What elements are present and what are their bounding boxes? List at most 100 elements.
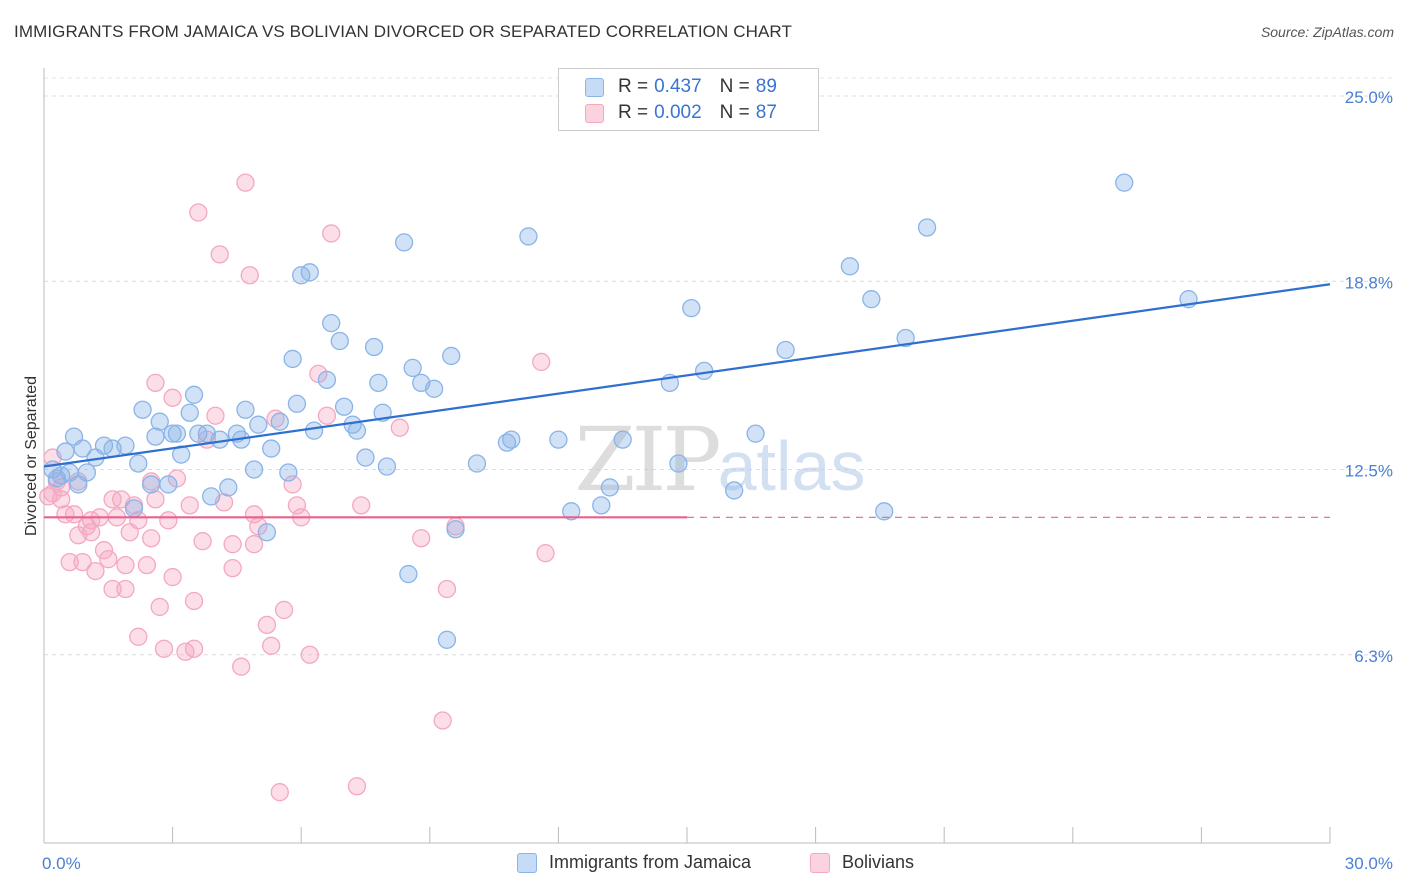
- jamaica-point: [776, 340, 795, 360]
- jamaica-point: [917, 218, 937, 237]
- watermark-zip: ZIP: [575, 408, 720, 511]
- bolivians-point: [240, 266, 259, 285]
- jamaica-point: [159, 475, 178, 494]
- bolivians-point: [244, 505, 264, 524]
- legend-r-value: 0.002: [654, 102, 702, 123]
- jamaica-point: [356, 448, 375, 467]
- legend-r-label: R =: [618, 102, 649, 123]
- source-label: Source: ZipAtlas.com: [1260, 24, 1394, 40]
- jamaica-point: [257, 523, 277, 542]
- bolivians-point: [390, 418, 409, 437]
- jamaica-point: [283, 349, 302, 369]
- jamaica-point: [317, 370, 337, 390]
- jamaica-point: [562, 502, 581, 521]
- jamaica-point: [142, 475, 161, 494]
- jamaica-point: [124, 499, 144, 518]
- y-tick-label: 18.8%: [1345, 273, 1393, 292]
- bolivians-point: [244, 535, 264, 554]
- jamaica-point: [244, 460, 264, 479]
- jamaica-point: [549, 430, 568, 449]
- bolivians-point: [223, 535, 242, 554]
- bolivians-point: [536, 544, 555, 563]
- jamaica-point: [600, 478, 619, 497]
- bolivians-point: [232, 657, 251, 676]
- jamaica-point: [364, 337, 384, 357]
- jamaica-point: [424, 379, 444, 398]
- jamaica-trend-line: [43, 283, 1331, 468]
- bolivians-point: [116, 579, 135, 599]
- jamaica-point: [442, 346, 461, 366]
- bolivians-point: [283, 475, 302, 494]
- legend-n-value: 89: [755, 76, 777, 97]
- jamaica-point: [613, 430, 632, 449]
- bolivians-point: [163, 388, 182, 407]
- bolivians-point: [433, 711, 452, 730]
- bolivians-point: [193, 532, 212, 551]
- bottom-legend-bolivians: Bolivians: [810, 852, 914, 873]
- jamaica-point: [219, 478, 238, 497]
- bolivians-point: [163, 567, 182, 587]
- jamaica-point: [163, 424, 182, 443]
- jamaica-point: [446, 520, 465, 539]
- jamaica-point: [270, 412, 289, 431]
- bolivians-point: [116, 555, 135, 575]
- bottom-legend-swatch-bolivians: [810, 852, 830, 873]
- bolivians-point: [300, 645, 319, 664]
- y-axis-label: Divorced or Separated: [23, 376, 40, 536]
- jamaica-point: [746, 424, 765, 443]
- y-tick-label: 6.3%: [1354, 647, 1393, 666]
- bolivians-point: [159, 511, 178, 530]
- legend-swatch-bolivians: [585, 103, 604, 123]
- bolivians-point: [184, 591, 204, 611]
- bolivians-point: [73, 552, 92, 572]
- grid-lines: [44, 77, 1392, 656]
- bolivians-point: [412, 529, 431, 548]
- bolivians-point: [82, 523, 101, 542]
- chart-title: IMMIGRANTS FROM JAMAICA VS BOLIVIAN DIVO…: [14, 22, 792, 41]
- bolivians-point: [352, 496, 371, 515]
- bolivians-point: [189, 203, 208, 222]
- jamaica-point: [682, 298, 701, 318]
- jamaica-point: [875, 502, 894, 521]
- bolivians-point: [223, 558, 242, 578]
- jamaica-point: [56, 442, 75, 461]
- y-tick-label: 12.5%: [1345, 462, 1393, 481]
- bolivians-point: [129, 511, 148, 530]
- legend-r-label: R =: [618, 76, 649, 97]
- jamaica-point: [133, 400, 152, 419]
- jamaica-point: [279, 463, 298, 482]
- bolivians-point: [274, 600, 294, 620]
- jamaica-point: [249, 415, 268, 434]
- jamaica-point: [862, 290, 881, 309]
- bolivians-point: [146, 373, 165, 392]
- legend-n-label: N =: [719, 76, 750, 97]
- bottom-legend-label-bolivians: Bolivians: [842, 852, 915, 872]
- bolivians-point: [154, 639, 174, 658]
- bolivians-point: [257, 615, 277, 635]
- jamaica-point: [467, 454, 487, 473]
- bolivians-point: [287, 496, 307, 515]
- jamaica-point: [896, 328, 915, 348]
- jamaica-point: [399, 564, 418, 584]
- bottom-legend-label-jamaica: Immigrants from Jamaica: [549, 852, 752, 872]
- legend-r-value: 0.437: [654, 76, 702, 97]
- jamaica-point: [502, 430, 521, 449]
- bolivians-point: [86, 561, 105, 581]
- bolivians-point: [142, 529, 161, 548]
- jamaica-point: [592, 496, 611, 515]
- legend-swatch-jamaica: [585, 77, 604, 97]
- bolivians-point: [347, 777, 367, 796]
- jamaica-point: [330, 331, 349, 351]
- bolivians-point: [322, 224, 341, 243]
- jamaica-point: [167, 424, 187, 443]
- jamaica-point: [150, 412, 169, 431]
- x-tick-label: 30.0%: [1345, 854, 1393, 873]
- bolivians-point: [270, 783, 289, 802]
- y-tick-labels: 6.3% 12.5% 18.8% 25.0%: [1345, 88, 1393, 666]
- bolivians-point: [146, 490, 165, 509]
- bottom-legend-swatch-jamaica: [517, 852, 537, 873]
- bolivians-point: [180, 496, 199, 515]
- bolivians-point: [532, 352, 551, 372]
- bolivians-point: [51, 490, 71, 509]
- legend-n-value: 87: [755, 102, 777, 123]
